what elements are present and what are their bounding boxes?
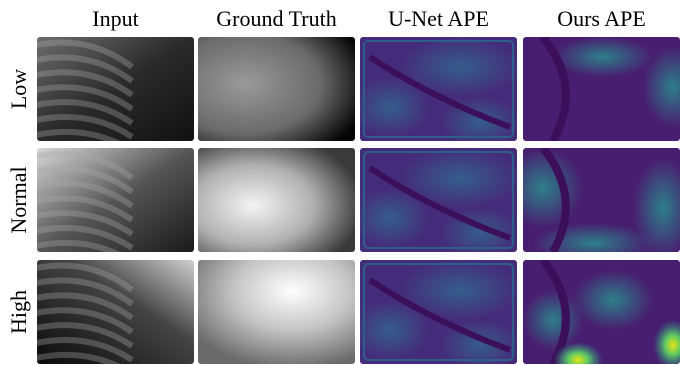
- cell-content: [27, 148, 194, 262]
- column-header: Ground Truth: [216, 6, 336, 31]
- image-cell: [198, 37, 355, 141]
- image-cell: [198, 148, 355, 252]
- cell-content: [198, 37, 355, 141]
- cell-content: [503, 148, 689, 263]
- cell-content: [198, 260, 355, 364]
- row-label: High: [6, 290, 31, 334]
- ground-truth-image: [198, 148, 355, 252]
- image-cell: [350, 148, 520, 258]
- image-cell: [350, 260, 520, 365]
- image-cell: [27, 148, 194, 262]
- heat-blob: [523, 290, 583, 350]
- image-cell: [350, 37, 520, 147]
- ground-truth-image: [198, 260, 355, 364]
- cell-content: [27, 260, 194, 365]
- cell-content: [523, 260, 689, 365]
- cell-content: [350, 148, 520, 258]
- row-label: Normal: [6, 166, 31, 233]
- heat-blob: [573, 270, 653, 330]
- image-cell: [198, 260, 355, 364]
- image-cell: [27, 37, 194, 151]
- heat-blob: [533, 223, 653, 263]
- cell-content: [523, 37, 689, 141]
- image-cell: [523, 260, 689, 365]
- ground-truth-image: [198, 37, 355, 141]
- image-cell: [503, 148, 689, 263]
- image-cell: [27, 260, 194, 365]
- figure: Input Ground Truth U-Net APE Ours APE Low Nor…: [0, 0, 689, 365]
- column-header: U-Net APE: [388, 6, 489, 31]
- heat-blob: [553, 37, 653, 77]
- cell-content: [198, 148, 355, 252]
- column-header: Input: [92, 6, 138, 31]
- cell-content: [350, 37, 520, 147]
- cell-content: [27, 37, 194, 151]
- image-cell: [523, 37, 689, 141]
- cell-content: [350, 260, 520, 365]
- row-label: Low: [6, 69, 31, 109]
- column-header: Ours APE: [557, 6, 646, 31]
